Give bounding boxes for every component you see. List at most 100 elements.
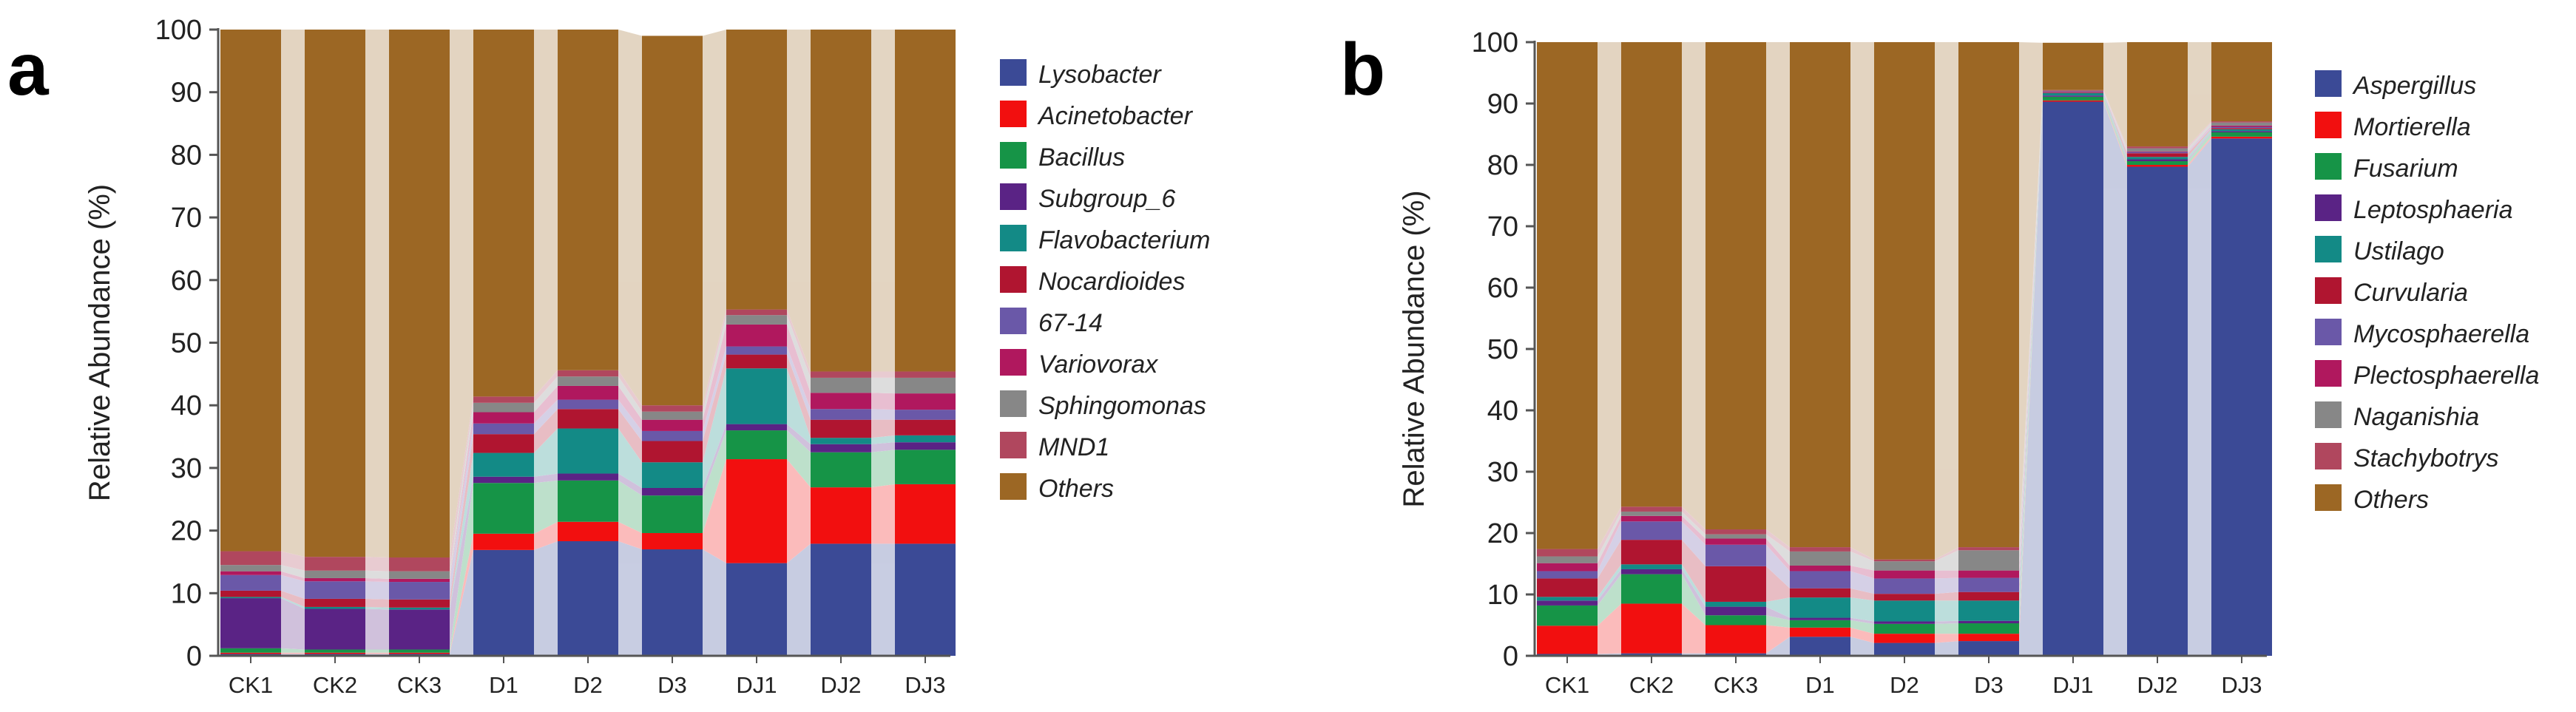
bar-dj2-mortierella [2127, 165, 2188, 167]
band-flavobacterium-ck2 [365, 606, 389, 610]
bar-dj2-bacillus [811, 452, 871, 488]
bar-ck2-67-14 [305, 581, 365, 599]
x-tick-label-ck1: CK1 [229, 672, 273, 698]
band-others-ck2 [365, 30, 389, 558]
legend-label-ustilago: Ustilago [2353, 237, 2444, 265]
bar-ck3-sphingomonas [389, 571, 450, 579]
legend-swatch-acinetobacter [1000, 101, 1027, 127]
band-others-dj2 [871, 30, 895, 372]
band-acinetobacter-d2 [618, 521, 642, 550]
bar-ck1-leptosphaeria [1537, 600, 1598, 606]
bar-dj1-67-14 [726, 346, 787, 355]
bar-d2-flavobacterium [558, 428, 618, 474]
bar-dj1-sphingomonas [726, 315, 787, 325]
y-tick-label-10: 10 [1487, 580, 1518, 611]
x-tick-label-ck2: CK2 [1629, 672, 1674, 698]
bar-ck2-fusarium [1621, 574, 1682, 604]
bar-d3-aspergillus [1958, 641, 2019, 656]
band-fusarium-ck1 [1598, 574, 1621, 626]
band-plectosphaerella-d2 [1935, 570, 1958, 579]
bar-dj1-stachybotrys [2043, 89, 2103, 91]
bar-ck2-leptosphaeria [1621, 569, 1682, 574]
bar-dj1-subgroup-6 [726, 424, 787, 431]
band-subgroup-6-d2 [618, 473, 642, 496]
bar-ck2-others [305, 30, 365, 557]
bar-d2-67-14 [558, 399, 618, 410]
band-subgroup-6-dj2 [871, 442, 895, 452]
bar-d2-others [1874, 42, 1935, 560]
bar-dj1-others [726, 30, 787, 310]
bar-ck1-mnd1 [220, 551, 281, 566]
band-leptosphaeria-d2 [1935, 620, 1958, 624]
legend-swatch-bacillus [1000, 142, 1027, 169]
band-sphingomonas-ck1 [281, 565, 305, 578]
bar-dj3-stachybotrys [2211, 121, 2272, 123]
legend-swatch-mycosphaerella [2315, 319, 2342, 345]
band-mycosphaerella-ck3 [1766, 544, 1790, 589]
band-others-d2 [618, 30, 642, 406]
bar-dj1-curvularia [2043, 92, 2103, 93]
band-flavobacterium-dj2 [871, 435, 895, 444]
x-tick-label-ck2: CK2 [313, 672, 357, 698]
bar-ck2-plectosphaerella [1621, 515, 1682, 522]
band-67-14-dj2 [871, 409, 895, 420]
bar-d1-stachybotrys [1790, 547, 1850, 552]
band-curvularia-ck2 [1682, 540, 1705, 602]
band-subgroup-6-ck3 [450, 476, 473, 650]
bar-d3-variovorax [642, 419, 703, 431]
x-tick-label-d2: D2 [1890, 672, 1919, 698]
bar-ck3-others [1705, 42, 1766, 530]
band-leptosphaeria-ck1 [1598, 569, 1621, 606]
band-others-ck1 [1598, 42, 1621, 549]
bar-dj3-sphingomonas [895, 377, 956, 394]
band-fusarium-ck2 [1682, 574, 1705, 625]
x-tick-label-ck1: CK1 [1545, 672, 1589, 698]
bar-segments [1537, 42, 2272, 657]
band-curvularia-dj1 [2103, 92, 2127, 157]
bar-d3-naganishia [1958, 550, 2019, 571]
band-stachybotrys-ck1 [1598, 506, 1621, 557]
bar-d2-aspergillus [1874, 643, 1935, 656]
bar-ck3-67-14 [389, 582, 450, 600]
bar-dj1-flavobacterium [726, 368, 787, 424]
y-tick-label-100: 100 [155, 15, 202, 46]
band-naganishia-d3 [2019, 90, 2043, 571]
band-others-ck1 [281, 30, 305, 557]
x-tick-label-dj1: DJ1 [736, 672, 777, 698]
bar-d3-subgroup-6 [642, 488, 703, 496]
y-tick-label-70: 70 [1487, 211, 1518, 243]
band-ustilago-ck3 [1766, 597, 1790, 618]
band-leptosphaeria-d1 [1850, 617, 1874, 624]
band-curvularia-dj2 [2188, 128, 2211, 157]
band-bacillus-dj2 [871, 450, 895, 488]
band-fusarium-ck3 [1766, 615, 1790, 628]
bar-d2-leptosphaeria [1874, 621, 1935, 624]
legend-label-others: Others [2353, 486, 2429, 514]
legend-label-mnd1: MND1 [1038, 433, 1109, 461]
band-fusarium-d2 [1935, 623, 1958, 634]
bar-ck1-flavobacterium [220, 597, 281, 599]
band-67-14-ck3 [450, 423, 473, 600]
panel-letter-a: a [7, 28, 50, 111]
bar-d2-naganishia [1874, 561, 1935, 571]
band-aspergillus-ck3 [1766, 637, 1790, 656]
bar-ck2-sphingomonas [305, 570, 365, 578]
bar-d3-67-14 [642, 430, 703, 441]
bar-d3-others [642, 35, 703, 406]
bar-ck2-curvularia [1621, 540, 1682, 565]
band-curvularia-ck1 [1598, 540, 1621, 597]
band-mortierella-dj2 [2188, 136, 2211, 167]
band-bacillus-d2 [618, 480, 642, 533]
bar-ck3-curvularia [1705, 566, 1766, 602]
bar-dj1-plectosphaerella [2043, 91, 2103, 92]
bar-d2-sphingomonas [558, 376, 618, 386]
band-variovorax-d3 [703, 324, 726, 431]
band-fusarium-dj2 [2188, 132, 2211, 165]
bar-dj3-fusarium [2211, 132, 2272, 137]
bar-d3-sphingomonas [642, 411, 703, 420]
y-axis-label: Relative Abundance (%) [84, 184, 116, 501]
legend: Lysobacter Acinetobacter Bacillus Subgroup_… [1000, 59, 1210, 503]
bar-dj2-leptosphaeria [2127, 159, 2188, 162]
band-variovorax-dj1 [787, 324, 811, 410]
bar-d2-fusarium [1874, 623, 1935, 634]
